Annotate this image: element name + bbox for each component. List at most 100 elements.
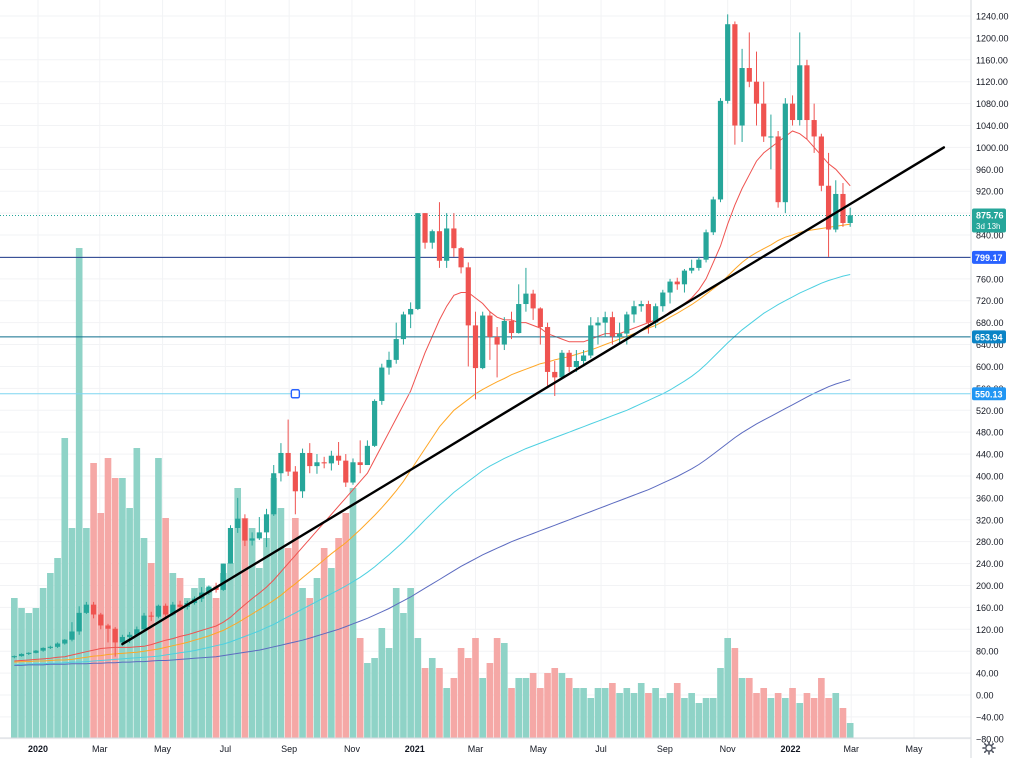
price-tick-label: 1080.00 <box>976 99 1009 109</box>
candle-body <box>494 336 500 345</box>
price-tick-label: 240.00 <box>976 559 1004 569</box>
price-axis[interactable]: 1240.00 1200.00 1160.00 1120.00 1080.00 1040.… <box>976 12 1009 745</box>
volume-bar <box>673 683 681 738</box>
volume-bar <box>796 703 804 738</box>
candle-body <box>242 518 248 541</box>
volume-bar <box>25 613 33 738</box>
trendline-layer[interactable] <box>121 146 946 646</box>
candle-body <box>422 213 428 243</box>
candle-body <box>343 460 349 483</box>
price-tick-label: 1000.00 <box>976 143 1009 153</box>
time-axis[interactable]: 2020 Mar May Jul Sep Nov 2021 Mar May Jul Sep Nov 20… <box>28 744 923 754</box>
candle-body <box>782 103 788 203</box>
gear-icon[interactable] <box>982 741 996 755</box>
candle-body <box>537 308 543 328</box>
candle-body <box>321 462 327 464</box>
time-tick-label: 2021 <box>405 744 425 754</box>
candle-body <box>148 615 154 617</box>
price-tick-label: 760.00 <box>976 274 1004 284</box>
candle-body <box>249 538 255 541</box>
horizontal-line-price-label-bg <box>972 250 1006 264</box>
candle-body <box>119 636 126 643</box>
candle-body <box>631 306 637 315</box>
candle-body <box>667 281 673 293</box>
price-tick-label: −80.00 <box>976 734 1004 744</box>
candle-body <box>386 359 392 368</box>
price-tick-label: 1160.00 <box>976 55 1008 65</box>
candle-body <box>516 304 522 334</box>
candle-body <box>811 120 817 137</box>
candle-body <box>393 339 399 360</box>
volume-bar <box>263 538 270 738</box>
volume-bar <box>645 693 652 738</box>
volume-bar <box>155 458 162 738</box>
candle-body <box>789 103 796 121</box>
horizontal-price-lines[interactable] <box>0 214 971 395</box>
volume-bar <box>500 643 508 738</box>
time-tick-label: 2020 <box>28 744 48 754</box>
volume-bar <box>313 578 321 738</box>
time-tick-label: Mar <box>843 744 859 754</box>
volume-bar <box>551 668 559 738</box>
volume-bar <box>753 693 760 738</box>
candle-body <box>739 68 745 126</box>
volume-bar <box>717 668 724 738</box>
candle-body <box>83 604 89 613</box>
volume-bar <box>191 588 198 738</box>
candle-body <box>717 100 724 200</box>
candle-body <box>775 136 781 203</box>
volume-bar <box>450 678 458 738</box>
candle-body <box>768 136 774 138</box>
volume-bar <box>522 678 530 738</box>
time-tick-label: Nov <box>344 744 361 754</box>
candle-body <box>62 639 68 644</box>
volume-bar <box>702 698 710 738</box>
volume-bar <box>616 693 623 738</box>
volume-bar <box>839 708 847 738</box>
volume-bar <box>832 693 840 738</box>
volume-bar <box>162 518 169 738</box>
candle-body <box>400 314 407 340</box>
candle-body <box>725 24 731 101</box>
price-tick-label: 1240.00 <box>976 12 1009 22</box>
drawing-anchor-handle[interactable] <box>290 389 301 399</box>
candle-body <box>617 333 623 337</box>
volume-bar <box>328 568 335 738</box>
volume-bar <box>724 638 731 738</box>
price-tick-label: 960.00 <box>976 165 1004 175</box>
price-tick-label: 320.00 <box>976 515 1004 525</box>
candle-body <box>703 232 709 260</box>
candle-body <box>177 604 183 607</box>
volume-bar <box>75 248 83 738</box>
time-tick-label: Jul <box>595 744 607 754</box>
volume-bar <box>558 673 566 738</box>
trendline[interactable] <box>121 146 946 646</box>
time-tick-label: Mar <box>92 744 108 754</box>
candle-body <box>127 634 133 637</box>
volume-bar <box>666 693 674 738</box>
volume-bar <box>299 588 306 738</box>
volume-bar <box>256 568 263 738</box>
candle-body <box>638 304 644 307</box>
volume-bar <box>782 698 789 738</box>
candle-body <box>508 321 515 334</box>
candle-body <box>609 317 615 337</box>
candle-body <box>26 652 32 654</box>
candle-body <box>624 314 630 334</box>
price-tick-label: 1040.00 <box>976 121 1009 131</box>
volume-bar <box>306 598 314 738</box>
time-tick-label: Nov <box>720 744 737 754</box>
volume-bar <box>623 688 631 738</box>
candle-body <box>372 400 378 446</box>
price-tick-label: 160.00 <box>976 603 1004 613</box>
candle-body <box>364 445 370 466</box>
volume-bar <box>126 508 133 738</box>
candle-body <box>350 462 356 483</box>
candle-body <box>480 315 486 369</box>
time-tick-label: Sep <box>281 744 297 754</box>
volume-bar <box>47 573 54 738</box>
moving-average-line <box>14 130 851 662</box>
candle-body <box>285 452 291 472</box>
